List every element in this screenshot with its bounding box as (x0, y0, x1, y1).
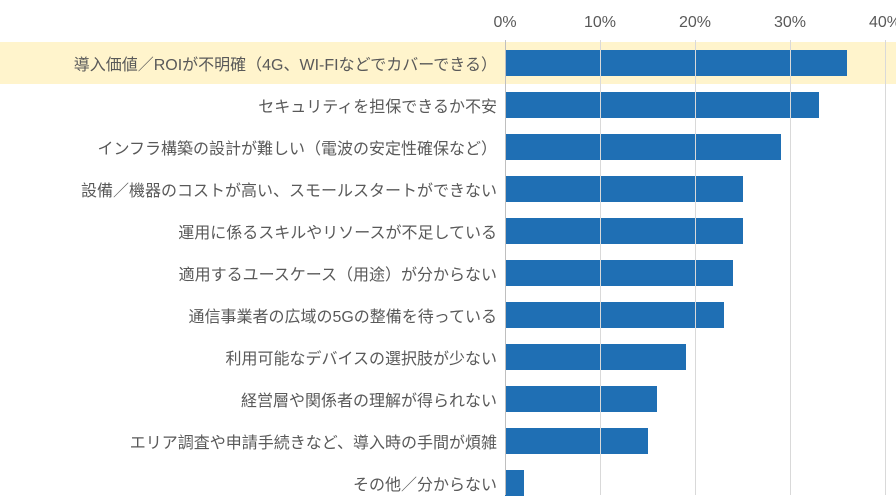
gridline (600, 40, 601, 495)
category-label: セキュリティを担保できるか不安 (258, 93, 497, 117)
category-label: 適用するユースケース（用途）が分からない (179, 261, 497, 285)
gridline (885, 40, 886, 495)
category-label: インフラ構築の設計が難しい（電波の安定性確保など） (97, 135, 497, 159)
category-label: 通信事業者の広域の5Gの整備を待っている (188, 303, 497, 327)
category-label: 利用可能なデバイスの選択肢が少ない (225, 345, 497, 369)
category-label: 経営層や関係者の理解が得られない (241, 387, 497, 411)
x-axis-tick-label: 10% (584, 14, 616, 32)
x-axis-tick-label: 40% (869, 14, 896, 32)
horizontal-bar-chart: 0% 10% 20% 30% 40% 導入価値／ROIが不明確（4G、WI-FIなどでカ… (0, 0, 896, 504)
category-label: 運用に係るスキルやリソースが不足している (178, 219, 497, 243)
x-axis-tick-label: 30% (774, 14, 806, 32)
gridline (790, 40, 791, 495)
gridline (695, 40, 696, 495)
category-label: 設備／機器のコストが高い、スモールスタートができない (81, 177, 497, 201)
category-label: 導入価値／ROIが不明確（4G、WI-FIなどでカバーできる） (74, 51, 497, 75)
x-axis-tick-label: 20% (679, 14, 711, 32)
gridline (505, 40, 506, 495)
x-axis-tick-label: 0% (493, 14, 516, 32)
plot-area (505, 40, 885, 495)
category-label: その他／分からない (353, 471, 497, 495)
category-label: エリア調査や申請手続きなど、導入時の手間が煩雑 (130, 429, 497, 453)
